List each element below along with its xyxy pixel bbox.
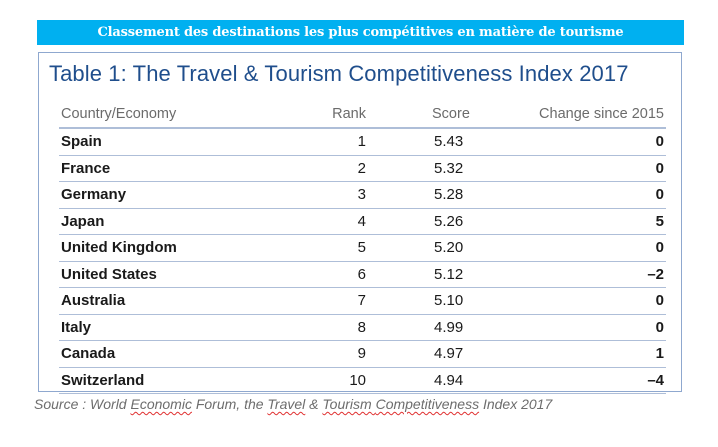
change-cell: –4 [647,371,664,389]
change-cell: –2 [647,265,664,283]
table-body: Country/Economy Rank Score Change since … [59,101,666,394]
country-cell: United States [61,265,157,283]
source-text: Index 2017 [479,396,553,412]
table-row: Switzerland 10 4.94 –4 [59,368,666,394]
score-cell: 5.26 [434,212,464,230]
table-row: Canada 9 4.97 1 [59,341,666,368]
score-cell: 5.28 [434,186,464,204]
spellcheck-word: Tourism [322,396,372,412]
score-cell: 5.43 [434,133,464,151]
table-row: United Kingdom 5 5.20 0 [59,235,666,262]
spellcheck-word: Economic [130,396,192,412]
table-row: United States 6 5.12 –2 [59,262,666,288]
change-cell: 0 [655,239,664,257]
table-title: Table 1: The Travel & Tourism Competitiv… [49,61,629,86]
banner-heading: Classement des destinations les plus com… [37,20,684,45]
score-cell: 5.20 [434,239,464,257]
score-cell: 4.94 [434,371,464,389]
change-cell: 0 [655,133,664,151]
rank-cell: 3 [357,186,366,204]
source-text: & [305,396,323,412]
country-cell: Switzerland [61,371,145,389]
country-cell: Germany [61,186,127,204]
column-header-country: Country/Economy [61,106,177,122]
rank-cell: 7 [357,292,366,310]
rank-cell: 2 [357,159,366,177]
rank-cell: 4 [357,212,366,230]
table-row: Spain 1 5.43 0 [59,129,666,156]
change-cell: 5 [655,212,664,230]
change-cell: 0 [655,318,664,336]
table-row: Japan 4 5.26 5 [59,209,666,235]
rank-cell: 1 [357,133,366,151]
score-cell: 5.10 [434,292,464,310]
rank-cell: 9 [357,345,366,363]
source-caption: Source : World Economic Forum, the Trave… [34,396,552,412]
rank-cell: 5 [357,239,366,257]
change-cell: 0 [655,186,664,204]
table-row: Germany 3 5.28 0 [59,182,666,209]
country-cell: France [61,159,111,177]
table-row: Australia 7 5.10 0 [59,288,666,315]
rank-cell: 8 [357,318,366,336]
column-header-rank: Rank [332,106,366,122]
score-cell: 4.99 [434,318,464,336]
spellcheck-word: Travel [267,396,306,412]
table-header-row: Country/Economy Rank Score Change since … [59,101,666,129]
score-cell: 4.97 [434,345,464,363]
table-row: France 2 5.32 0 [59,156,666,182]
change-cell: 1 [655,345,664,363]
country-cell: Australia [61,292,126,310]
country-cell: United Kingdom [61,239,177,257]
change-cell: 0 [655,292,664,310]
competitiveness-table: Table 1: The Travel & Tourism Competitiv… [38,52,682,394]
country-cell: Italy [61,318,92,336]
source-text: Forum, the [191,396,268,412]
score-cell: 5.32 [434,159,464,177]
column-header-score: Score [432,106,470,122]
source-text: Source : World [34,396,131,412]
country-cell: Canada [61,345,116,363]
rank-cell: 10 [349,371,366,389]
table-row: Italy 8 4.99 0 [59,315,666,341]
country-cell: Japan [61,212,105,230]
score-cell: 5.12 [434,265,464,283]
column-header-change: Change since 2015 [539,106,664,122]
country-cell: Spain [61,133,102,151]
rank-cell: 6 [357,265,366,283]
spellcheck-word: Competitiveness [375,396,480,412]
change-cell: 0 [655,159,664,177]
